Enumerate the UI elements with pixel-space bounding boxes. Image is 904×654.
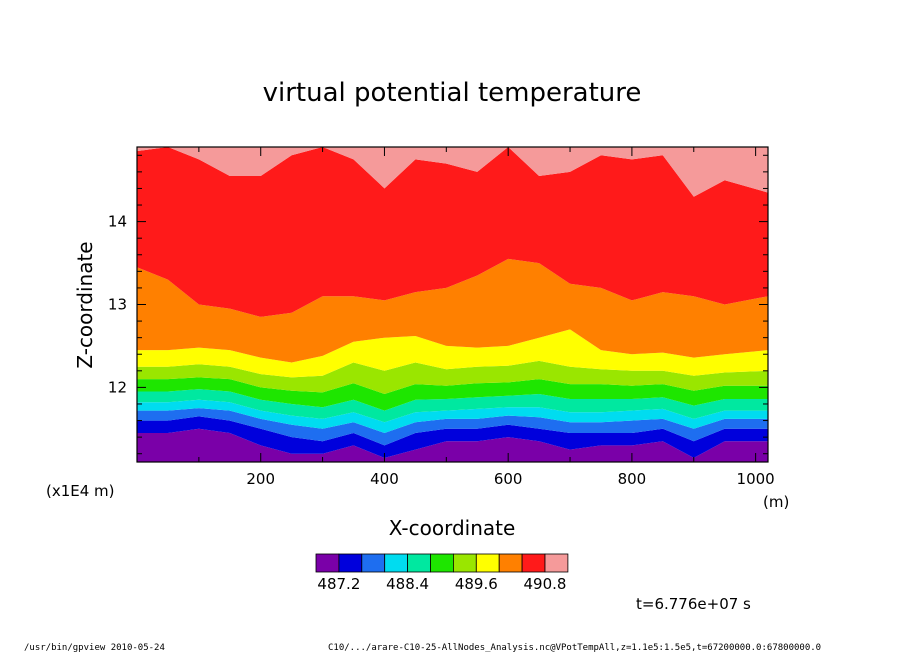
y-scale-label: (x1E4 m) [46,482,115,500]
colorbar-label: 487.2 [317,575,360,593]
x-unit-label: (m) [763,493,789,511]
contour-band-4 [137,389,768,423]
colorbar-swatch [544,553,569,573]
x-tick-label: 800 [618,470,647,488]
contour-band-6 [137,360,768,394]
colorbar-swatch [475,553,500,573]
x-axis-label: X-coordinate [389,516,516,540]
colorbar-label: 490.8 [524,575,567,593]
footer-left: /usr/bin/gpview 2010-05-24 [24,643,165,653]
contour-band-9 [137,147,768,317]
y-tick-label: 14 [108,213,127,231]
colorbar-swatch [498,553,523,573]
plot-area: 200 400 600 800 1000 12 13 14 [108,146,775,488]
chart-title: virtual potential temperature [263,78,642,108]
contour-band-3 [137,399,768,433]
x-tick-label: 200 [246,470,275,488]
x-tick-label: 1000 [737,470,775,488]
colorbar-label: 489.6 [455,575,498,593]
y-axis-label: Z-coordinate [73,241,97,368]
x-axis-ticks: 200 400 600 800 1000 [198,147,775,488]
y-tick-label: 13 [108,296,127,314]
y-axis-ticks: 12 13 14 [108,154,768,455]
x-tick-label: 400 [370,470,399,488]
colorbar: 487.2 488.4 489.6 490.8 [315,553,569,593]
colorbar-swatch [361,553,386,573]
contour-band-10 [137,147,768,197]
footer-right: C10/.../arare-C10-25-AllNodes_Analysis.n… [328,643,821,653]
contour-band-2 [137,408,768,446]
contour-bands [137,147,768,462]
contour-band-1 [137,416,768,458]
colorbar-swatch [315,553,340,573]
colorbar-swatch [407,553,431,573]
colorbar-swatch [452,553,477,573]
colorbar-swatch [338,553,363,573]
colorbar-swatch [384,553,409,573]
x-tick-label: 600 [494,470,523,488]
contour-band-7 [137,329,768,378]
colorbar-label: 488.4 [386,575,429,593]
timestamp-label: t=6.776e+07 s [636,595,751,613]
y-tick-label: 12 [108,378,127,396]
contour-band-8 [137,258,768,363]
colorbar-swatch [521,553,546,573]
contour-band-5 [137,377,768,411]
colorbar-swatch [430,553,454,573]
